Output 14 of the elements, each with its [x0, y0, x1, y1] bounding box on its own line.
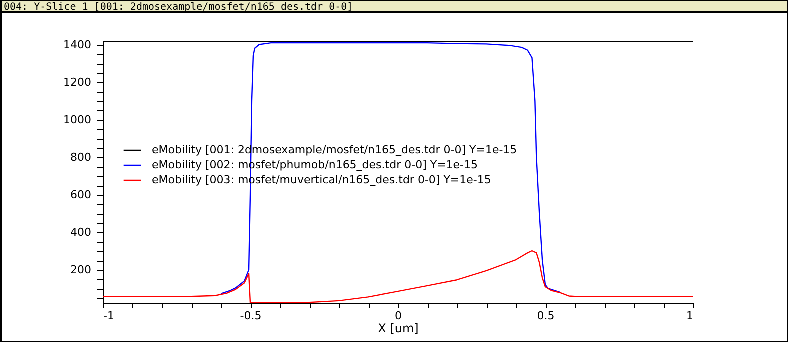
y-tick-label: 1000: [64, 113, 92, 126]
x-tick-label: -0.5: [240, 310, 262, 322]
x-tick-label: 0: [395, 310, 402, 322]
x-axis-title: X [um]: [378, 322, 419, 336]
x-tick-label: 0.5: [537, 310, 555, 322]
x-tick-label: 1: [686, 310, 694, 322]
y-tick-label: 1400: [64, 38, 92, 52]
y-tick-label: 400: [70, 226, 92, 239]
y-tick-label: 800: [70, 150, 92, 164]
x-tick-label: -1: [104, 310, 114, 322]
y-tick-label: 1200: [64, 76, 92, 89]
y-tick-label: 600: [70, 188, 92, 202]
y-tick-label: 200: [70, 263, 92, 276]
chart-title: 004: Y-Slice 1 [001: 2dmosexample/mosfet/n165_des.tdr 0-0]: [0, 0, 788, 13]
